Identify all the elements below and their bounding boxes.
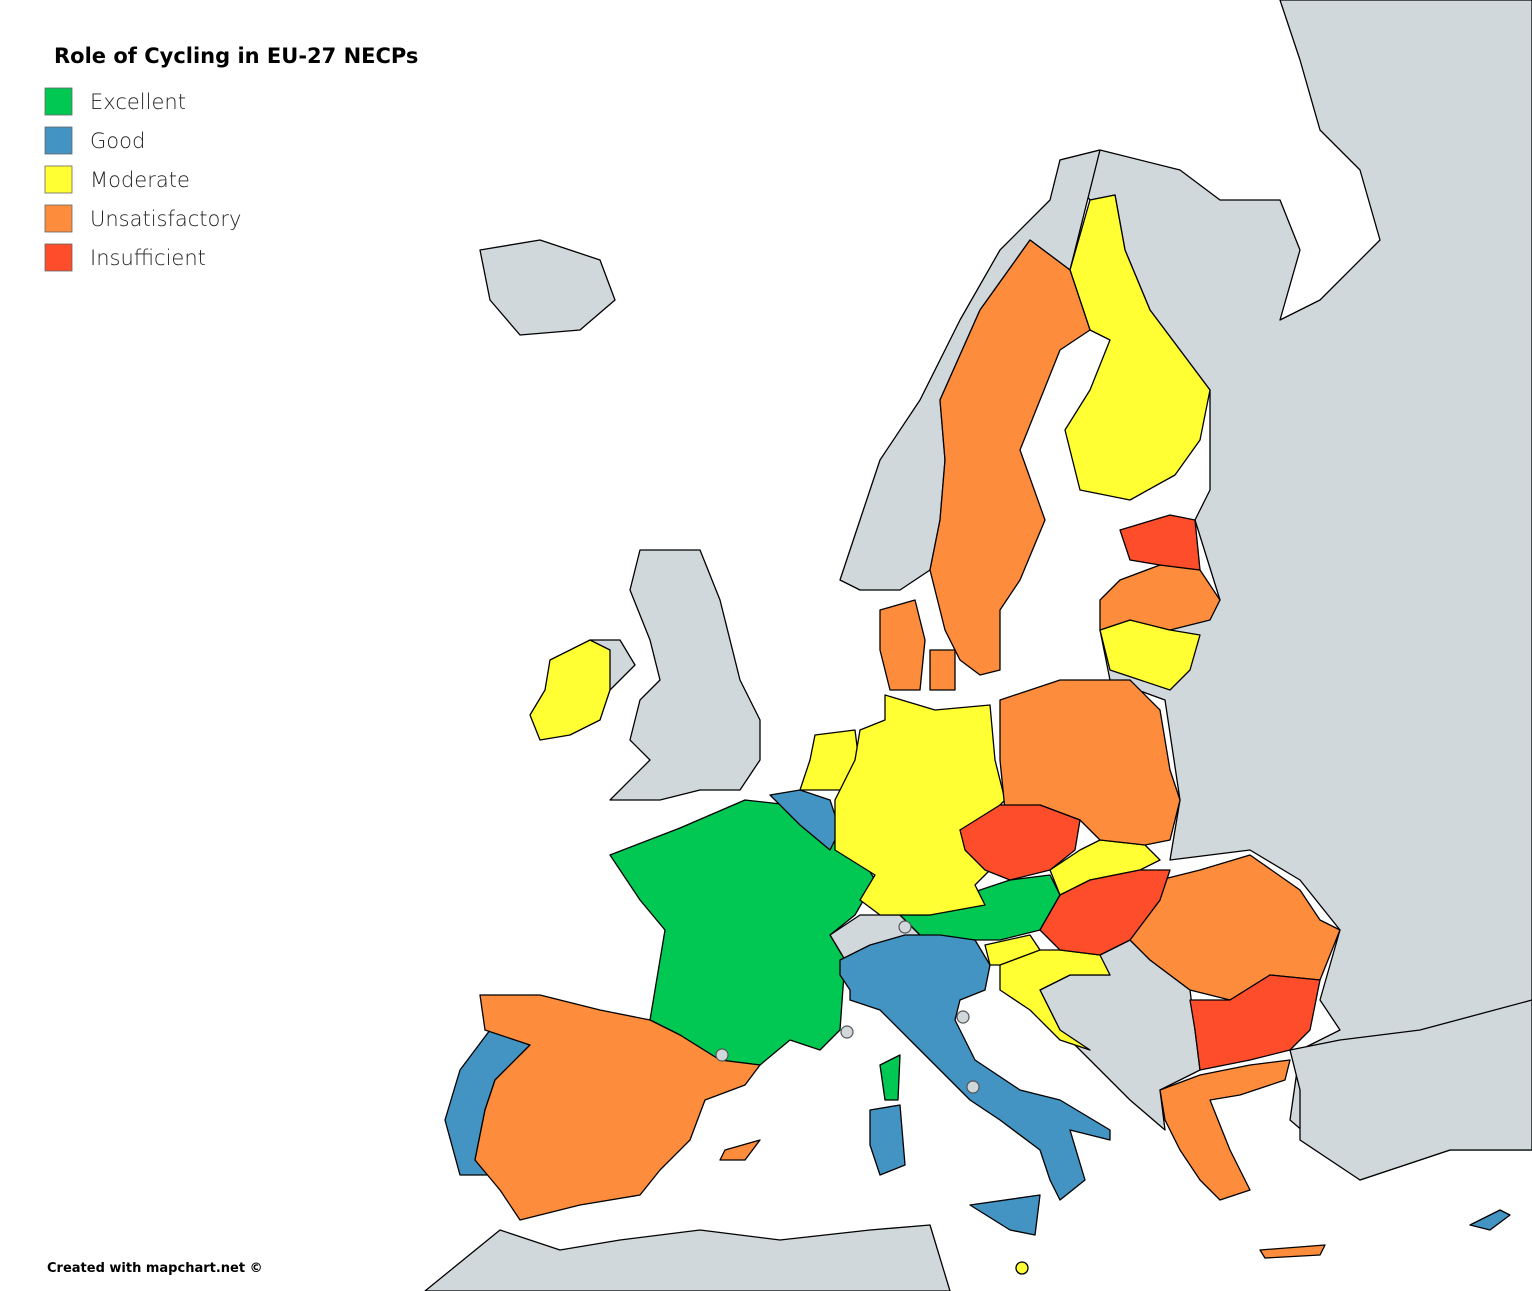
land [1289,999,1532,1181]
country [1099,564,1221,631]
country [474,994,761,1221]
country [969,1194,1041,1236]
map-title: Role of Cycling in EU-27 NECPs [54,44,418,68]
credit: Created with mapchart.net © [47,1261,263,1276]
legend-label: Insufficient [90,246,206,270]
country [1119,514,1201,571]
country [1159,1059,1291,1201]
country [834,694,1006,916]
microstate [898,920,912,934]
legend: Excellent Good Moderate Unsatisfactory Insuf… [44,87,241,272]
country [1015,1261,1029,1275]
country [929,239,1091,676]
microstate [966,1080,980,1094]
country [879,599,926,691]
microstate [956,1010,970,1024]
legend-label: Unsatisfactory [90,207,241,231]
country [1039,869,1171,956]
country [869,1104,906,1176]
land [609,549,761,801]
land [424,1224,951,1291]
country [839,934,1111,1201]
country [1064,194,1211,501]
eu-countries [444,194,1511,1275]
land [479,239,616,336]
legend-swatch [44,165,73,194]
land [1059,0,1532,1181]
legend-label: Good [90,129,145,153]
legend-label: Moderate [90,168,190,192]
legend-swatch [44,204,73,233]
legend-swatch [44,87,73,116]
country [529,639,611,741]
microstate [840,1025,854,1039]
country [959,804,1081,881]
country [879,1054,901,1101]
country [929,649,956,691]
legend-label: Excellent [90,90,186,114]
country [1259,1244,1326,1259]
country [719,1139,761,1161]
country [1189,974,1321,1071]
country [1469,1209,1511,1231]
microstates [715,920,980,1094]
legend-swatch [44,126,73,155]
microstate [715,1048,729,1062]
legend-swatch [44,243,73,272]
